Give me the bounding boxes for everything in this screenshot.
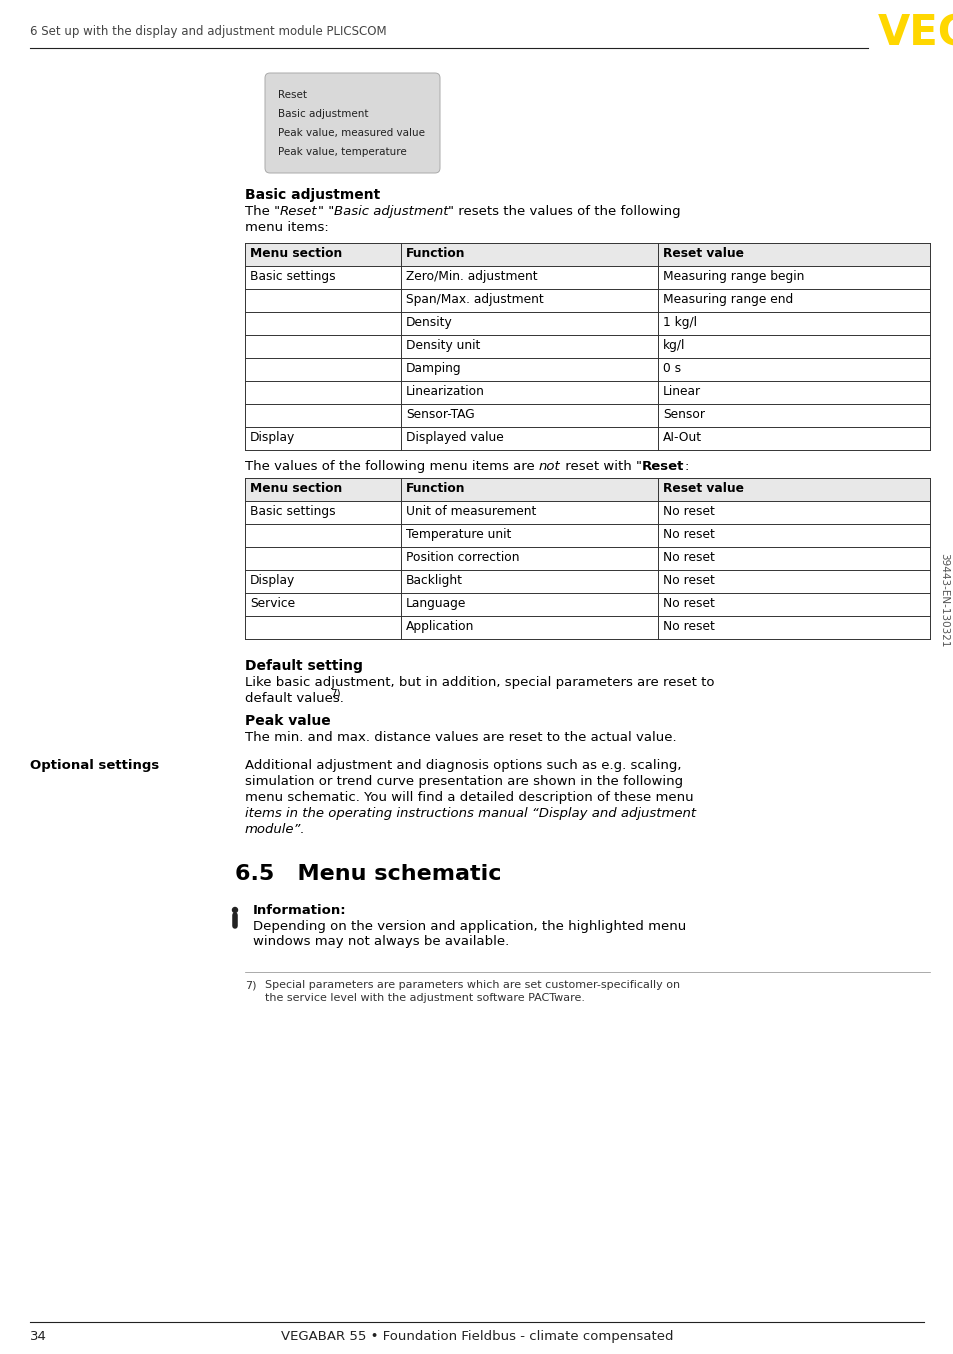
Text: No reset: No reset — [662, 551, 714, 565]
Text: Basic settings: Basic settings — [250, 505, 335, 519]
Text: No reset: No reset — [662, 528, 714, 542]
Text: 6.5   Menu schematic: 6.5 Menu schematic — [234, 864, 501, 884]
Text: Menu section: Menu section — [250, 482, 342, 496]
Text: Linear: Linear — [662, 385, 700, 398]
FancyBboxPatch shape — [265, 73, 439, 173]
Text: Damping: Damping — [406, 362, 461, 375]
Text: VEGABAR 55 • Foundation Fieldbus - climate compensated: VEGABAR 55 • Foundation Fieldbus - clima… — [280, 1330, 673, 1343]
Text: Basic settings: Basic settings — [250, 269, 335, 283]
Text: Sensor-TAG: Sensor-TAG — [406, 408, 475, 421]
Text: AI-Out: AI-Out — [662, 431, 701, 444]
Text: " resets the values of the following: " resets the values of the following — [448, 204, 680, 218]
Bar — [245, 242, 929, 265]
Text: Displayed value: Displayed value — [406, 431, 503, 444]
Text: 7): 7) — [330, 689, 340, 699]
Text: kg/l: kg/l — [662, 338, 684, 352]
Text: Reset: Reset — [280, 204, 317, 218]
Text: Default setting: Default setting — [245, 659, 362, 673]
Text: Temperature unit: Temperature unit — [406, 528, 511, 542]
Text: Zero/Min. adjustment: Zero/Min. adjustment — [406, 269, 537, 283]
Text: Density unit: Density unit — [406, 338, 480, 352]
Text: The ": The " — [245, 204, 280, 218]
Text: Sensor: Sensor — [662, 408, 704, 421]
Text: 0 s: 0 s — [662, 362, 680, 375]
Text: Measuring range begin: Measuring range begin — [662, 269, 803, 283]
Text: 1 kg/l: 1 kg/l — [662, 315, 697, 329]
Text: Basic adjustment: Basic adjustment — [245, 188, 380, 202]
Text: :: : — [683, 460, 688, 473]
Text: not: not — [538, 460, 560, 473]
Text: Measuring range end: Measuring range end — [662, 292, 793, 306]
Text: windows may not always be available.: windows may not always be available. — [253, 936, 509, 948]
Text: No reset: No reset — [662, 505, 714, 519]
Text: the service level with the adjustment software PACTware.: the service level with the adjustment so… — [265, 992, 584, 1003]
Text: Display: Display — [250, 574, 294, 588]
Text: Position correction: Position correction — [406, 551, 519, 565]
Text: VEGA: VEGA — [877, 12, 953, 54]
Text: No reset: No reset — [662, 620, 714, 634]
Text: Function: Function — [406, 482, 465, 496]
Text: Peak value, measured value: Peak value, measured value — [277, 129, 424, 138]
Text: Reset value: Reset value — [662, 482, 743, 496]
Text: simulation or trend curve presentation are shown in the following: simulation or trend curve presentation a… — [245, 774, 682, 788]
Text: Basic adjustment: Basic adjustment — [277, 110, 368, 119]
Circle shape — [233, 907, 237, 913]
Text: Display: Display — [250, 431, 294, 444]
Text: Basic adjustment: Basic adjustment — [334, 204, 448, 218]
Text: Menu section: Menu section — [250, 246, 342, 260]
Text: The min. and max. distance values are reset to the actual value.: The min. and max. distance values are re… — [245, 731, 676, 743]
Text: Peak value: Peak value — [245, 714, 331, 728]
Text: Application: Application — [406, 620, 474, 634]
Text: module”.: module”. — [245, 823, 305, 835]
Text: Like basic adjustment, but in addition, special parameters are reset to: Like basic adjustment, but in addition, … — [245, 676, 714, 689]
Text: reset with ": reset with " — [560, 460, 641, 473]
Text: Special parameters are parameters which are set customer-specifically on: Special parameters are parameters which … — [265, 980, 679, 990]
Text: Function: Function — [406, 246, 465, 260]
Text: menu schematic. You will find a detailed description of these menu: menu schematic. You will find a detailed… — [245, 791, 693, 804]
Text: Unit of measurement: Unit of measurement — [406, 505, 536, 519]
Text: Span/Max. adjustment: Span/Max. adjustment — [406, 292, 543, 306]
Text: items in the operating instructions manual “Display and adjustment: items in the operating instructions manu… — [245, 807, 696, 821]
Text: 34: 34 — [30, 1330, 47, 1343]
Text: The values of the following menu items are: The values of the following menu items a… — [245, 460, 538, 473]
Text: " ": " " — [317, 204, 334, 218]
Text: 7): 7) — [245, 980, 256, 990]
Text: Information:: Information: — [253, 904, 346, 917]
Bar — [245, 478, 929, 501]
Text: 6 Set up with the display and adjustment module PLICSCOM: 6 Set up with the display and adjustment… — [30, 24, 386, 38]
Text: Reset: Reset — [641, 460, 683, 473]
Text: No reset: No reset — [662, 574, 714, 588]
Text: Optional settings: Optional settings — [30, 760, 159, 772]
Text: menu items:: menu items: — [245, 221, 329, 234]
Text: Service: Service — [250, 597, 294, 611]
Text: Depending on the version and application, the highlighted menu: Depending on the version and application… — [253, 919, 685, 933]
Text: Backlight: Backlight — [406, 574, 463, 588]
Text: Linearization: Linearization — [406, 385, 484, 398]
Text: default values.: default values. — [245, 692, 343, 705]
Text: 39443-EN-130321: 39443-EN-130321 — [938, 552, 948, 647]
Text: Reset: Reset — [277, 89, 307, 100]
Text: Density: Density — [406, 315, 453, 329]
Text: Peak value, temperature: Peak value, temperature — [277, 148, 406, 157]
Text: No reset: No reset — [662, 597, 714, 611]
Text: Additional adjustment and diagnosis options such as e.g. scaling,: Additional adjustment and diagnosis opti… — [245, 760, 680, 772]
Text: Language: Language — [406, 597, 466, 611]
Text: Reset value: Reset value — [662, 246, 743, 260]
